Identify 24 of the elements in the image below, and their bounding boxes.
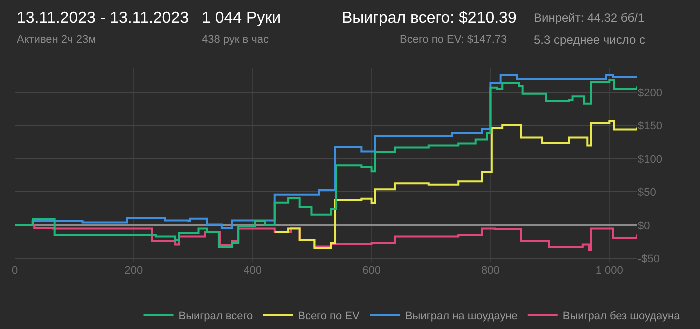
text: 1 044 Руки (202, 10, 282, 27)
y-tick-label: $100 (638, 154, 662, 166)
text: Всего по EV: $147.73 (400, 34, 508, 46)
x-tick-label: 800 (482, 265, 500, 277)
y-tick-label: $50 (638, 187, 656, 200)
text: 438 рук в час (202, 34, 270, 46)
text: Активен 2ч 23м (17, 34, 96, 46)
x-tick-label: 1 000 (596, 265, 624, 277)
x-tick-label: 200 (124, 265, 144, 277)
legend-label: Выиграл на шоудауне (405, 310, 518, 323)
y-tick-label: $200 (638, 87, 662, 100)
text: Винрейт: 44.32 бб/1 (534, 11, 645, 25)
legend-label: Всего по EV (298, 310, 360, 323)
y-tick-label: $0 (638, 220, 650, 232)
legend-label: Выиграл всего (178, 310, 254, 323)
x-tick-label: 400 (244, 265, 262, 277)
legend-label: Выиграл без шоудауна (562, 310, 682, 323)
text: 13.11.2023 - 13.11.2023 (17, 10, 190, 27)
y-tick-label: $150 (638, 120, 662, 133)
x-tick-label: 600 (362, 265, 381, 277)
x-tick-label: 0 (12, 265, 18, 277)
y-tick-label: -$50 (638, 254, 660, 266)
text: 5.3 среднее число с (534, 33, 646, 47)
text: Выиграл всего: $210.39 (342, 10, 517, 27)
